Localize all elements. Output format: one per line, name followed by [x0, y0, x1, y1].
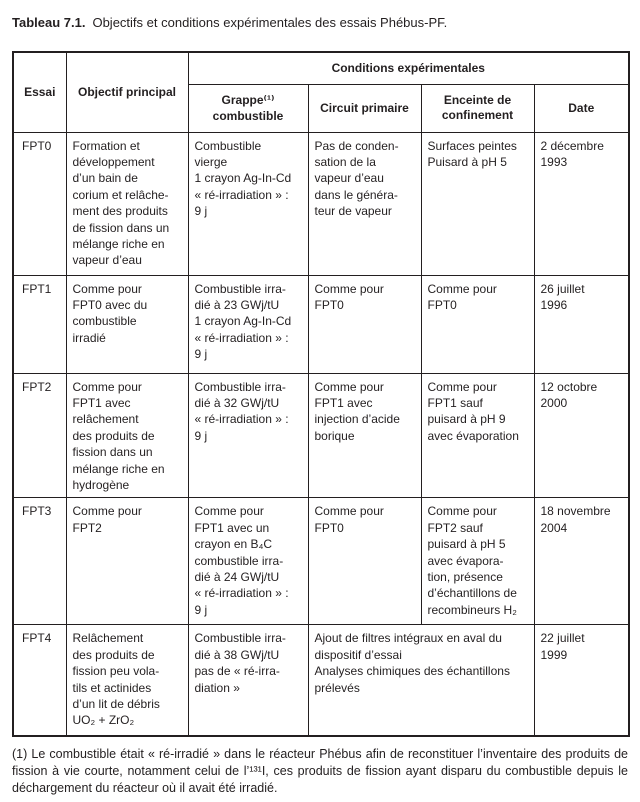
col-header-circuit-primaire: Circuit primaire — [307, 83, 422, 133]
cell-essai: FPT3 — [12, 497, 67, 626]
col-header-objectif: Objectif principal — [65, 51, 189, 133]
experiments-table: Essai Objectif principal Conditions expé… — [12, 51, 630, 737]
table-row-fpt3: FPT3 Comme pour FPT2 Comme pour FPT1 ave… — [12, 497, 630, 626]
cell-enceinte: Comme pour FPT2 sauf puisard à pH 5 avec… — [420, 497, 535, 626]
cell-essai: FPT4 — [12, 624, 67, 737]
table-row-fpt2: FPT2 Comme pour FPT1 avec relâchement de… — [12, 372, 630, 499]
cell-enceinte: Comme pour FPT0 — [420, 274, 535, 374]
cell-circuit: Pas de conden- sation de la vapeur d’eau… — [307, 131, 422, 276]
col-header-conditions: Conditions expérimentales — [187, 51, 630, 85]
cell-circuit: Comme pour FPT0 — [307, 274, 422, 374]
cell-objectif: Comme pour FPT2 — [65, 497, 189, 626]
table-footnote: (1) Le combustible était « ré-irradié » … — [12, 746, 628, 795]
cell-enceinte: Surfaces peintes Puisard à pH 5 — [420, 131, 535, 276]
cell-essai: FPT0 — [12, 131, 67, 276]
col-header-date: Date — [533, 83, 630, 133]
cell-grappe: Comme pour FPT1 avec un crayon en B₄C co… — [187, 497, 309, 626]
table-caption-number: Tableau 7.1. — [12, 15, 86, 30]
col-header-enceinte-confinement: Enceinte de confinement — [420, 83, 535, 133]
cell-date: 2 décembre 1993 — [533, 131, 630, 276]
cell-circuit: Comme pour FPT1 avec injection d’acide b… — [307, 372, 422, 499]
cell-circuit-enceinte-merged: Ajout de filtres intégraux en aval du di… — [307, 624, 535, 737]
cell-essai: FPT1 — [12, 274, 67, 374]
cell-objectif: Relâchement des produits de fission peu … — [65, 624, 189, 737]
table-row-fpt1: FPT1 Comme pour FPT0 avec du combustible… — [12, 274, 630, 374]
table-row-fpt4: FPT4 Relâchement des produits de fission… — [12, 624, 630, 737]
cell-grappe: Combustible irra- dié à 38 GWj/tU pas de… — [187, 624, 309, 737]
cell-grappe: Combustible irra- dié à 32 GWj/tU « ré-i… — [187, 372, 309, 499]
cell-grappe: Combustible irra- dié à 23 GWj/tU 1 cray… — [187, 274, 309, 374]
cell-circuit: Comme pour FPT0 — [307, 497, 422, 626]
table-caption-text: Objectifs et conditions expérimentales d… — [92, 15, 448, 30]
cell-objectif: Comme pour FPT1 avec relâchement des pro… — [65, 372, 189, 499]
cell-date: 12 octobre 2000 — [533, 372, 630, 499]
cell-essai: FPT2 — [12, 372, 67, 499]
cell-enceinte: Comme pour FPT1 sauf puisard à pH 9 avec… — [420, 372, 535, 499]
cell-objectif: Comme pour FPT0 avec du combustible irra… — [65, 274, 189, 374]
table-caption: Tableau 7.1. Objectifs et conditions expé… — [12, 14, 628, 31]
col-header-grappe-combustible: Grappe⁽¹⁾ combustible — [187, 83, 309, 133]
table-row-fpt0: FPT0 Formation et développement d’un bai… — [12, 131, 630, 276]
col-header-essai: Essai — [12, 51, 67, 133]
cell-objectif: Formation et développement d’un bain de … — [65, 131, 189, 276]
cell-date: 26 juillet 1996 — [533, 274, 630, 374]
cell-grappe: Combustible vierge 1 crayon Ag-In-Cd « r… — [187, 131, 309, 276]
cell-date: 22 juillet 1999 — [533, 624, 630, 737]
cell-date: 18 novembre 2004 — [533, 497, 630, 626]
